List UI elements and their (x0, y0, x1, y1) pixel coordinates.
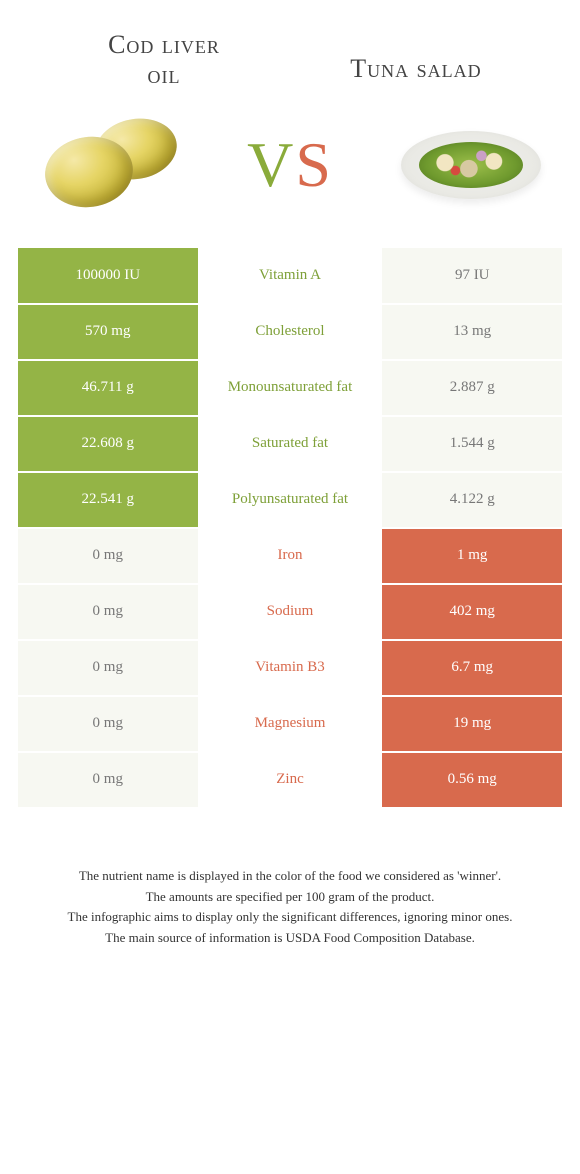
cod-liver-oil-capsules-icon (39, 115, 179, 215)
infographic-container: Cod liver oil Tuna salad VS 100000 IUVit… (0, 0, 580, 1174)
right-value-cell: 13 mg (382, 304, 562, 360)
left-value-cell: 46.711 g (18, 360, 198, 416)
left-value-cell: 0 mg (18, 528, 198, 584)
vs-s: S (295, 128, 333, 202)
table-row: 0 mgIron1 mg (18, 528, 562, 584)
table-row: 570 mgCholesterol13 mg (18, 304, 562, 360)
right-value-cell: 0.56 mg (382, 752, 562, 808)
left-value-cell: 0 mg (18, 696, 198, 752)
food-image-right (396, 110, 546, 220)
left-value-cell: 570 mg (18, 304, 198, 360)
food-name-right: Tuna salad (290, 54, 542, 84)
left-value-cell: 22.608 g (18, 416, 198, 472)
right-value-cell: 1.544 g (382, 416, 562, 472)
food-title-right: Tuna salad (290, 30, 542, 84)
left-value-cell: 0 mg (18, 584, 198, 640)
tuna-salad-plate-icon (401, 131, 541, 199)
vs-label: VS (247, 128, 333, 202)
left-value-cell: 100000 IU (18, 248, 198, 304)
table-row: 46.711 gMonounsaturated fat2.887 g (18, 360, 562, 416)
table-row: 100000 IUVitamin A97 IU (18, 248, 562, 304)
left-value-cell: 0 mg (18, 752, 198, 808)
nutrient-table: 100000 IUVitamin A97 IU570 mgCholesterol… (18, 248, 562, 809)
right-value-cell: 4.122 g (382, 472, 562, 528)
footnote: The main source of information is USDA F… (36, 929, 544, 948)
nutrient-name-cell: Zinc (198, 752, 383, 808)
nutrient-name-cell: Iron (198, 528, 383, 584)
nutrient-name-cell: Vitamin B3 (198, 640, 383, 696)
left-value-cell: 0 mg (18, 640, 198, 696)
right-value-cell: 2.887 g (382, 360, 562, 416)
right-value-cell: 19 mg (382, 696, 562, 752)
right-value-cell: 97 IU (382, 248, 562, 304)
footnote: The nutrient name is displayed in the co… (36, 867, 544, 886)
left-value-cell: 22.541 g (18, 472, 198, 528)
footnote: The infographic aims to display only the… (36, 908, 544, 927)
nutrient-name-cell: Polyunsaturated fat (198, 472, 383, 528)
vs-v: V (247, 128, 295, 202)
header: Cod liver oil Tuna salad (18, 30, 562, 100)
nutrient-name-cell: Sodium (198, 584, 383, 640)
image-row: VS (18, 100, 562, 248)
nutrient-name-cell: Cholesterol (198, 304, 383, 360)
nutrient-name-cell: Saturated fat (198, 416, 383, 472)
footnote: The amounts are specified per 100 gram o… (36, 888, 544, 907)
table-row: 0 mgVitamin B36.7 mg (18, 640, 562, 696)
nutrient-name-cell: Monounsaturated fat (198, 360, 383, 416)
table-row: 22.608 gSaturated fat1.544 g (18, 416, 562, 472)
right-value-cell: 6.7 mg (382, 640, 562, 696)
nutrient-name-cell: Magnesium (198, 696, 383, 752)
table-row: 0 mgSodium402 mg (18, 584, 562, 640)
table-row: 0 mgMagnesium19 mg (18, 696, 562, 752)
right-value-cell: 1 mg (382, 528, 562, 584)
food-name-left-line2: oil (38, 60, 290, 90)
right-value-cell: 402 mg (382, 584, 562, 640)
food-image-left (34, 110, 184, 220)
table-row: 0 mgZinc0.56 mg (18, 752, 562, 808)
table-row: 22.541 gPolyunsaturated fat4.122 g (18, 472, 562, 528)
footnotes: The nutrient name is displayed in the co… (18, 809, 562, 948)
food-title-left: Cod liver oil (38, 30, 290, 90)
food-name-left-line1: Cod liver (38, 30, 290, 60)
nutrient-name-cell: Vitamin A (198, 248, 383, 304)
